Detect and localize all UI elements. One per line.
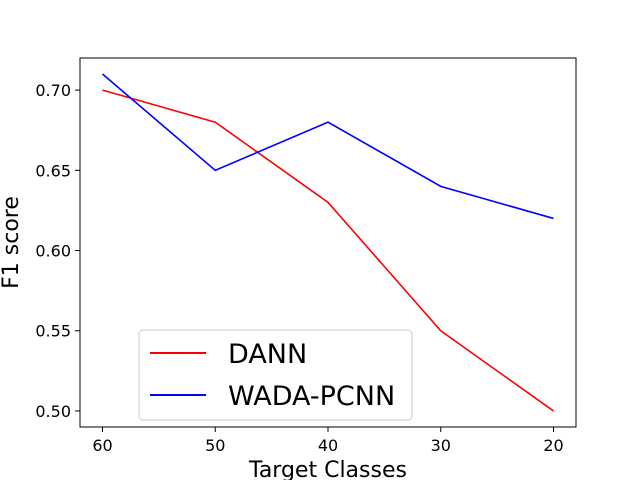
legend-box	[138, 329, 413, 421]
x-axis-title: Target Classes	[248, 458, 407, 480]
legend-label-dann: DANN	[228, 339, 307, 370]
x-tick-label: 50	[205, 436, 225, 455]
series-line-dann	[102, 89, 554, 412]
legend: DANN WADA-PCNN	[138, 329, 413, 421]
y-tick-label: 0.70	[35, 81, 71, 100]
y-axis-title: F1 score	[0, 196, 24, 289]
y-tick-label: 0.55	[35, 322, 71, 341]
x-tick-label: 20	[543, 436, 563, 455]
x-tick-label: 40	[318, 436, 338, 455]
y-tick-label: 0.50	[35, 402, 71, 421]
ticks-layer: 60 50 40 30 20 0.50 0.55 0.60 0.65 0.70	[35, 81, 563, 455]
series-line-wada-pcnn	[101, 73, 554, 220]
x-tick-label: 30	[431, 436, 451, 455]
legend-label-wada-pcnn: WADA-PCNN	[228, 381, 395, 412]
y-tick-label: 0.65	[35, 161, 71, 180]
series-layer	[101, 73, 554, 412]
y-tick-label: 0.60	[35, 242, 71, 261]
x-tick-label: 60	[92, 436, 112, 455]
